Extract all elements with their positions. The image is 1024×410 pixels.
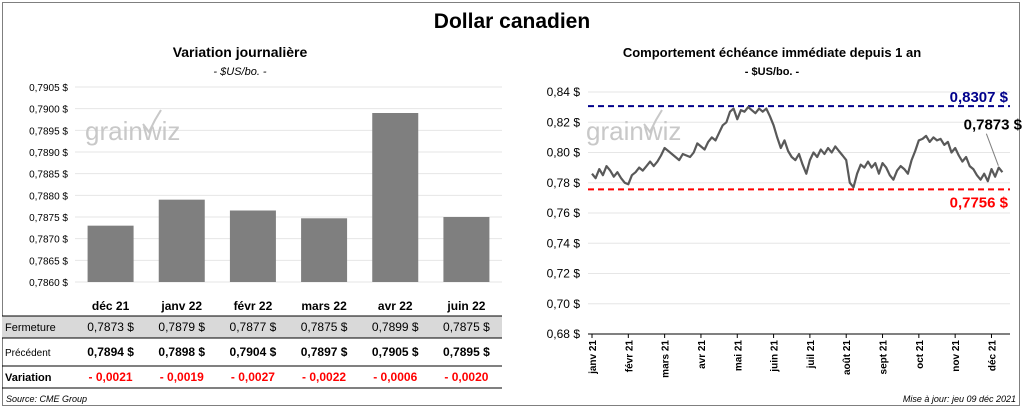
bar-category-label: juin 22 <box>446 299 485 313</box>
table-cell: 0,7894 $ <box>87 345 134 359</box>
table-cell: 0,7904 $ <box>230 345 277 359</box>
table-row-label: Fermeture <box>5 322 56 334</box>
table-cell: - 0,0022 <box>302 370 346 384</box>
bar-4 <box>372 113 419 282</box>
watermark-swoosh-icon <box>643 109 663 134</box>
bar-y-tick-label: 0,7890 $ <box>29 148 68 159</box>
line-x-tick-label: janv 21 <box>588 340 599 375</box>
table-cell: - 0,0027 <box>231 370 275 384</box>
table-cell: 0,7897 $ <box>301 345 348 359</box>
line-x-tick-label: sept 21 <box>879 340 890 375</box>
line-x-tick-label: juil 21 <box>806 340 817 370</box>
bar-1 <box>158 199 205 282</box>
table-cell: 0,7898 $ <box>158 345 205 359</box>
bar-chart-subtitle: - $US/bo. - <box>213 66 267 78</box>
table-cell: - 0,0021 <box>89 370 133 384</box>
bar-category-label: avr 22 <box>378 299 413 313</box>
fermeture-row-shade <box>2 316 502 338</box>
line-x-tick-label: mai 21 <box>733 340 744 372</box>
line-x-tick-label: juin 21 <box>770 340 781 373</box>
watermark-swoosh-icon <box>142 109 162 134</box>
bar-2 <box>229 210 276 282</box>
price-series-line <box>591 105 1004 189</box>
page-title: Dollar canadien <box>433 10 591 33</box>
daily-variation-chart: Variation journalière - $US/bo. - 0,7860 $… <box>2 44 502 389</box>
bar-3 <box>301 218 348 282</box>
line-y-tick-label: 0,78 $ <box>547 176 581 190</box>
bar-chart-title: Variation journalière <box>173 44 308 60</box>
line-chart-subtitle: - $US/bo. - <box>745 66 800 78</box>
line-y-tick-label: 0,72 $ <box>547 267 581 281</box>
table-cell: 0,7879 $ <box>158 320 205 334</box>
bar-y-tick-label: 0,7860 $ <box>29 278 68 289</box>
line-y-tick-label: 0,74 $ <box>547 236 581 250</box>
line-y-tick-label: 0,76 $ <box>547 206 581 220</box>
table-cell: 0,7873 $ <box>87 320 134 334</box>
table-cell: 0,7875 $ <box>301 320 348 334</box>
update-note: Mise à jour: jeu 09 déc 2021 <box>902 394 1016 404</box>
bar-5 <box>443 217 490 282</box>
line-chart-title: Comportement échéance immédiate depuis 1… <box>623 45 921 60</box>
line-x-tick-label: avr 21 <box>697 340 708 369</box>
bar-category-label: févr 22 <box>234 299 273 313</box>
last-value-label: 0,7873 $ <box>964 117 1023 134</box>
bar-y-tick-label: 0,7900 $ <box>29 105 68 116</box>
line-x-tick-label: oct 21 <box>915 340 926 369</box>
low-label: 0,7756 $ <box>950 194 1009 211</box>
bar-y-tick-label: 0,7885 $ <box>29 170 68 181</box>
table-row-label: Précédent <box>5 348 51 359</box>
line-y-tick-label: 0,80 $ <box>547 146 581 160</box>
chart-frame <box>2 2 1020 406</box>
line-y-tick-label: 0,68 $ <box>547 327 581 341</box>
line-x-tick-label: nov 21 <box>951 340 962 372</box>
bar-0 <box>87 225 134 282</box>
line-x-tick-label: mars 21 <box>661 340 672 378</box>
table-cell: 0,7899 $ <box>372 320 419 334</box>
grainwiz-watermark: grainwiz <box>586 116 681 146</box>
grainwiz-watermark: grainwiz <box>85 116 180 146</box>
bar-category-label: déc 21 <box>92 299 130 313</box>
one-year-line-chart: Comportement échéance immédiate depuis 1… <box>547 45 1023 378</box>
table-cell: - 0,0006 <box>373 370 417 384</box>
line-x-tick-label: août 21 <box>842 340 853 375</box>
line-y-tick-label: 0,84 $ <box>547 85 581 99</box>
last-value-leader <box>985 133 999 166</box>
table-cell: 0,7905 $ <box>372 345 419 359</box>
table-cell: - 0,0019 <box>160 370 204 384</box>
table-cell: - 0,0020 <box>444 370 488 384</box>
source-note: Source: CME Group <box>6 394 88 404</box>
table-cell: 0,7877 $ <box>230 320 277 334</box>
bar-y-tick-label: 0,7870 $ <box>29 235 68 246</box>
line-x-tick-label: févr 21 <box>624 340 635 373</box>
bar-y-tick-label: 0,7875 $ <box>29 213 68 224</box>
table-cell: 0,7875 $ <box>443 320 490 334</box>
bar-y-tick-label: 0,7880 $ <box>29 191 68 202</box>
line-y-tick-label: 0,82 $ <box>547 115 581 129</box>
high-label: 0,8307 $ <box>950 89 1009 106</box>
bar-y-tick-label: 0,7905 $ <box>29 83 68 94</box>
table-row-label: Variation <box>5 372 52 384</box>
table-cell: 0,7895 $ <box>443 345 490 359</box>
bar-y-tick-label: 0,7865 $ <box>29 256 68 267</box>
bar-y-tick-label: 0,7895 $ <box>29 126 68 137</box>
bar-category-label: mars 22 <box>301 299 347 313</box>
line-x-tick-label: déc 21 <box>987 340 998 372</box>
line-y-tick-label: 0,70 $ <box>547 297 581 311</box>
bar-category-label: janv 22 <box>160 299 202 313</box>
